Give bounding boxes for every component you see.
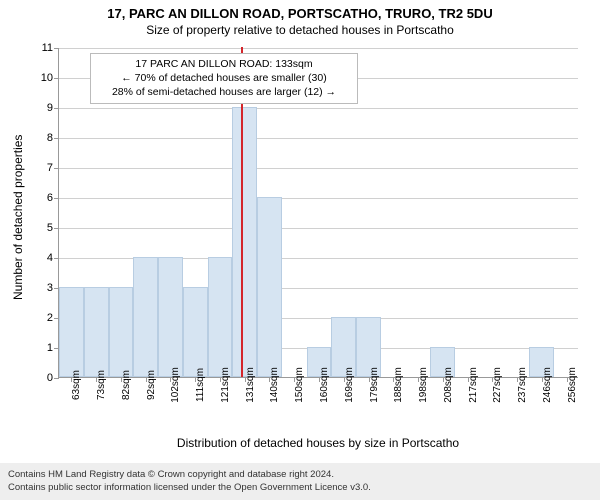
histogram-bar <box>109 287 134 377</box>
x-tick-mark <box>393 377 394 382</box>
y-tick-label: 11 <box>42 42 53 54</box>
x-tick-label: 188sqm <box>393 367 404 403</box>
x-tick-label: 63sqm <box>71 370 82 400</box>
x-tick-label: 227sqm <box>492 367 503 403</box>
gridline <box>59 228 578 229</box>
gridline <box>59 168 578 169</box>
x-tick-label: 102sqm <box>170 367 181 403</box>
x-tick-label: 169sqm <box>344 367 355 403</box>
x-tick-label: 246sqm <box>542 367 553 403</box>
x-tick-mark <box>443 377 444 382</box>
x-tick-label: 150sqm <box>294 367 305 403</box>
y-tick-label: 0 <box>47 372 53 384</box>
x-tick-label: 73sqm <box>96 370 107 400</box>
y-tick-mark <box>54 138 59 139</box>
x-tick-label: 160sqm <box>319 367 330 403</box>
y-tick-label: 4 <box>47 252 53 264</box>
y-axis-label: Number of detached properties <box>11 140 25 300</box>
y-tick-label: 8 <box>47 132 53 144</box>
x-tick-mark <box>567 377 568 382</box>
histogram-bar <box>59 287 84 377</box>
x-tick-label: 121sqm <box>220 367 231 403</box>
x-tick-mark <box>220 377 221 382</box>
histogram-bar <box>208 257 233 377</box>
page-subtitle: Size of property relative to detached ho… <box>0 21 600 37</box>
x-tick-mark <box>418 377 419 382</box>
y-tick-label: 9 <box>47 102 53 114</box>
x-tick-label: 237sqm <box>517 367 528 403</box>
histogram-bar <box>183 287 208 377</box>
y-tick-mark <box>54 168 59 169</box>
info-line-larger: 28% of semi-detached houses are larger (… <box>97 85 351 99</box>
x-tick-mark <box>170 377 171 382</box>
x-tick-mark <box>96 377 97 382</box>
y-tick-mark <box>54 228 59 229</box>
x-tick-mark <box>71 377 72 382</box>
x-tick-mark <box>492 377 493 382</box>
histogram-bar <box>158 257 183 377</box>
info-line-size: 17 PARC AN DILLON ROAD: 133sqm <box>97 57 351 71</box>
gridline <box>59 108 578 109</box>
y-tick-mark <box>54 48 59 49</box>
x-tick-mark <box>146 377 147 382</box>
x-tick-label: 256sqm <box>567 367 578 403</box>
x-tick-mark <box>195 377 196 382</box>
y-tick-mark <box>54 108 59 109</box>
x-tick-mark <box>542 377 543 382</box>
x-axis-label: Distribution of detached houses by size … <box>58 436 578 450</box>
gridline <box>59 138 578 139</box>
histogram-bar <box>133 257 158 377</box>
y-tick-label: 5 <box>47 222 53 234</box>
y-tick-label: 7 <box>47 162 53 174</box>
attribution-footer: Contains HM Land Registry data © Crown c… <box>0 463 600 500</box>
x-tick-mark <box>369 377 370 382</box>
y-tick-mark <box>54 258 59 259</box>
y-tick-label: 10 <box>41 72 53 84</box>
histogram-bar <box>84 287 109 377</box>
y-tick-label: 2 <box>47 312 53 324</box>
footer-line-1: Contains HM Land Registry data © Crown c… <box>8 469 592 481</box>
x-tick-label: 179sqm <box>369 367 380 403</box>
y-tick-label: 1 <box>47 342 53 354</box>
x-tick-label: 92sqm <box>146 370 157 400</box>
y-tick-label: 3 <box>47 282 53 294</box>
x-tick-mark <box>468 377 469 382</box>
x-tick-label: 208sqm <box>443 367 454 403</box>
x-tick-mark <box>121 377 122 382</box>
x-tick-mark <box>319 377 320 382</box>
footer-line-2: Contains public sector information licen… <box>8 482 592 494</box>
y-tick-label: 6 <box>47 192 53 204</box>
x-tick-mark <box>294 377 295 382</box>
x-tick-label: 140sqm <box>269 367 280 403</box>
y-tick-mark <box>54 78 59 79</box>
x-tick-label: 82sqm <box>121 370 132 400</box>
x-tick-mark <box>269 377 270 382</box>
y-tick-mark <box>54 198 59 199</box>
histogram-bar <box>257 197 282 377</box>
gridline <box>59 198 578 199</box>
x-tick-label: 111sqm <box>195 368 206 402</box>
x-tick-mark <box>517 377 518 382</box>
info-line-smaller: ← 70% of detached houses are smaller (30… <box>97 71 351 85</box>
x-tick-label: 198sqm <box>418 367 429 403</box>
x-tick-label: 217sqm <box>468 367 479 403</box>
page-title: 17, PARC AN DILLON ROAD, PORTSCATHO, TRU… <box>0 0 600 21</box>
histogram-bar <box>232 107 257 377</box>
y-tick-mark <box>54 378 59 379</box>
gridline <box>59 48 578 49</box>
x-tick-label: 131sqm <box>245 367 256 403</box>
x-tick-mark <box>245 377 246 382</box>
x-tick-mark <box>344 377 345 382</box>
property-info-box: 17 PARC AN DILLON ROAD: 133sqm ← 70% of … <box>90 53 358 104</box>
